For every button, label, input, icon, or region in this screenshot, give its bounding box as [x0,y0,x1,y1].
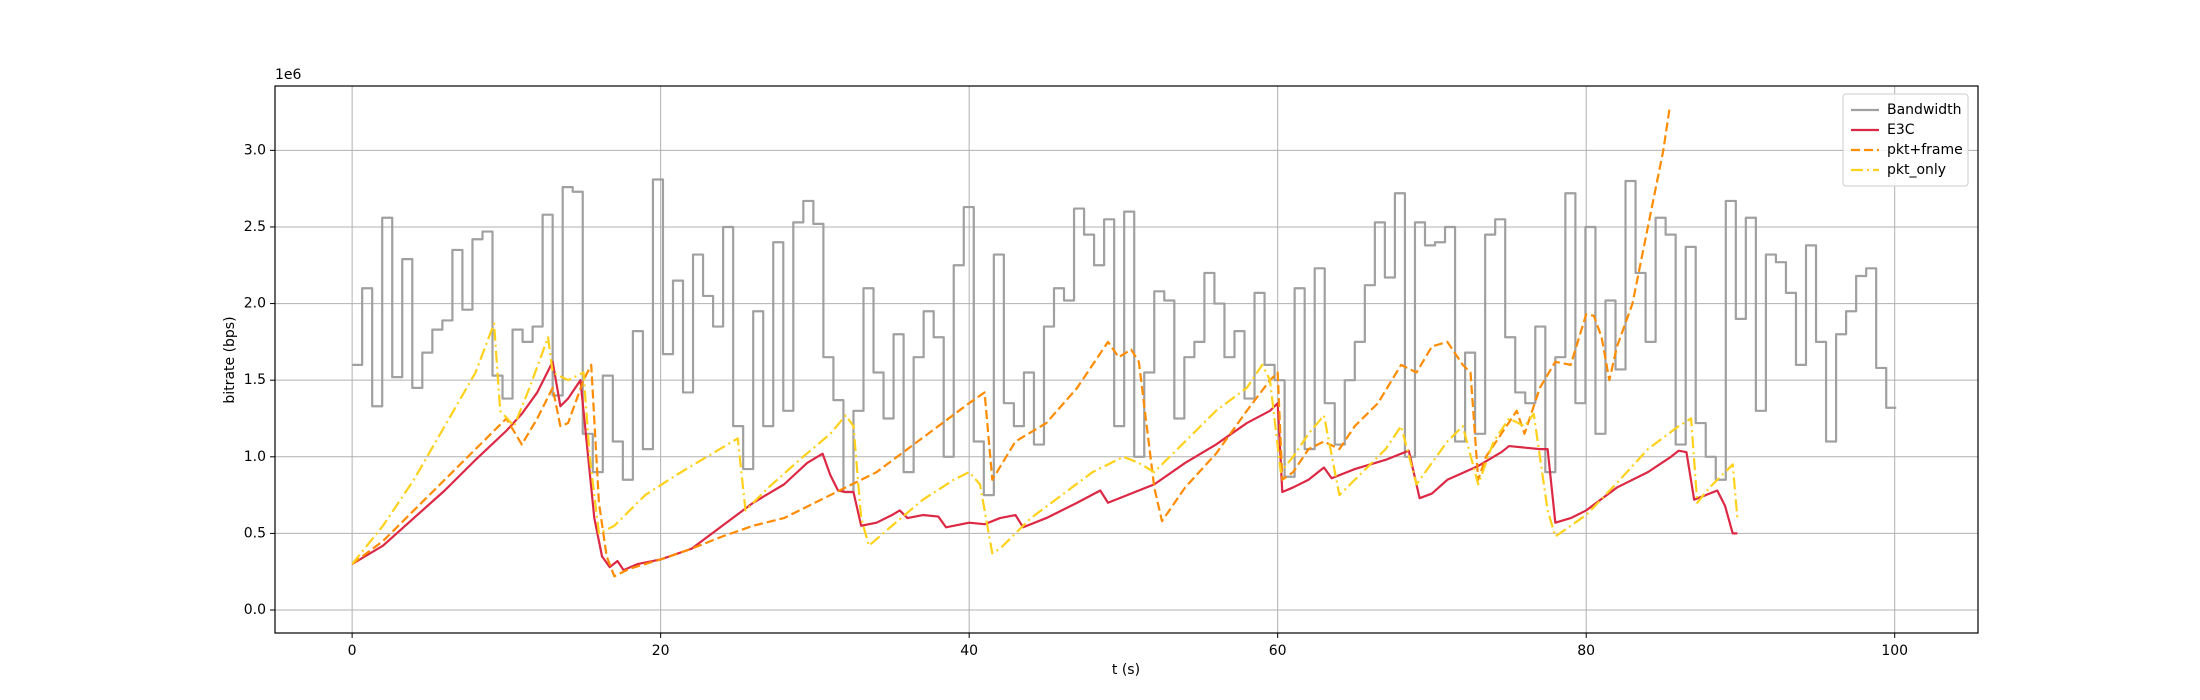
y-tick-label: 0.0 [244,602,266,618]
y-tick-label: 1.5 [244,372,266,388]
x-tick-label: 20 [652,643,670,659]
legend-box [1842,93,1969,187]
x-axis-label: t (s) [1112,662,1140,678]
y-axis-label: bitrate (bps) [222,316,238,403]
plot-area [351,108,1897,578]
legend-label: E3C [1887,122,1915,138]
series-line [352,178,1897,497]
legend-label: Bandwidth [1887,102,1962,118]
x-tick-label: 80 [1577,643,1595,659]
grid [275,86,1978,633]
y-tick-label: 2.5 [244,219,266,235]
legend-label: pkt+frame [1887,142,1963,158]
series-line [351,322,1739,565]
x-tick-label: 60 [1269,643,1287,659]
offset-label: 1e6 [275,67,302,83]
x-tick-label: 100 [1881,643,1908,659]
x-tick-label: 40 [960,643,978,659]
y-tick-label: 0.5 [244,525,266,541]
legend: Bandwidth E3C pkt+frame pkt_only [1842,93,1969,187]
legend-label: pkt_only [1887,162,1946,178]
x-tick-label: 0 [348,643,357,659]
series-line [351,360,1738,572]
y-tick-label: 3.0 [244,142,266,158]
y-tick-label: 1.0 [244,449,266,465]
axes-frame [274,85,1979,634]
y-tick-label: 2.0 [244,296,266,312]
